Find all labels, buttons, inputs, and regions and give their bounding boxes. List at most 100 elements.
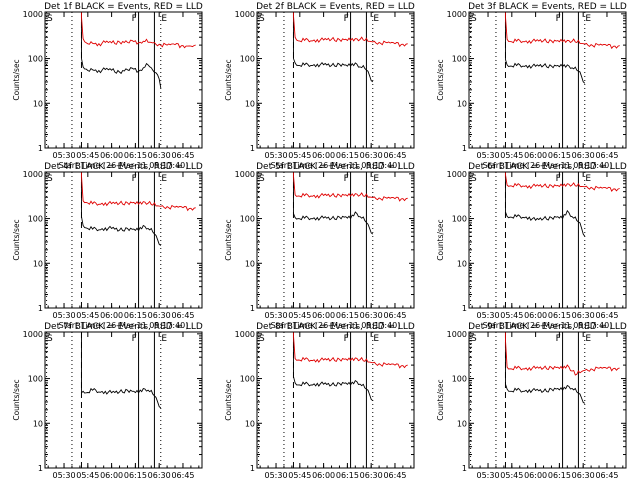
chart-title: Det 4f BLACK = Events, RED = LLD: [44, 162, 203, 172]
x-tick-label: 05:45: [500, 151, 523, 160]
plot-area: [45, 12, 196, 148]
x-tick-label: 05:30: [476, 471, 499, 480]
x-tick-label: 05:45: [500, 311, 523, 320]
start-marker-label: S: [471, 174, 477, 184]
axis-frame: [468, 331, 627, 469]
x-tick-label: 05:45: [76, 151, 99, 160]
end-marker-label: E: [585, 174, 591, 184]
x-tick-label: 05:30: [264, 151, 287, 160]
y-axis-label: Counts/sec: [224, 59, 233, 100]
lld-series-line: [505, 12, 620, 50]
y-tick-label: 1000: [447, 330, 467, 339]
x-tick-label: 06:00: [100, 471, 123, 480]
chart-title: Det 8f BLACK = Events, RED = LLD: [256, 322, 415, 332]
y-tick-label: 10: [457, 99, 467, 108]
y-tick-label: 100: [28, 215, 43, 224]
end-marker-label: E: [373, 334, 379, 344]
start-marker-label: S: [259, 174, 265, 184]
y-tick-label: 10: [245, 259, 255, 268]
y-tick-label: 1000: [23, 10, 43, 19]
y-tick-label: 1: [462, 144, 467, 153]
events-series-line: [293, 12, 374, 83]
axis-frame: [256, 331, 415, 469]
flare-marker-label: F: [132, 334, 137, 344]
x-tick-label: 05:45: [76, 471, 99, 480]
chart-panel-6: Det 6f BLACK = Events, RED = LLD 1 10 100 10…: [436, 162, 627, 330]
chart-panel-7: Det 7f BLACK = Events, RED = LLD 1 10 100 10…: [12, 322, 203, 480]
x-tick-label: 06:15: [124, 311, 147, 320]
x-tick-label: 06:00: [524, 311, 547, 320]
y-tick-label: 10: [33, 99, 43, 108]
start-marker-label: S: [47, 334, 53, 344]
x-tick-label: 06:30: [148, 151, 171, 160]
flare-marker-label: F: [344, 174, 349, 184]
lld-series-line: [293, 172, 408, 202]
events-series-line: [81, 332, 162, 409]
x-tick-label: 06:15: [548, 151, 571, 160]
x-tick-label: 06:30: [148, 471, 171, 480]
y-tick-label: 1000: [447, 170, 467, 179]
plot-area: [45, 332, 162, 468]
chart-title: Det 6f BLACK = Events, RED = LLD: [468, 162, 627, 172]
lld-series-line: [505, 332, 620, 376]
axis-frame: [44, 171, 203, 309]
y-tick-label: 1: [250, 464, 255, 473]
x-tick-label: 06:30: [148, 311, 171, 320]
y-tick-label: 10: [33, 259, 43, 268]
end-marker-label: E: [373, 174, 379, 184]
plot-area: [257, 332, 408, 468]
y-axis-label: Counts/sec: [224, 219, 233, 260]
start-marker-label: S: [47, 14, 53, 24]
y-tick-label: 10: [245, 419, 255, 428]
events-series-line: [81, 172, 162, 246]
y-axis-label: Counts/sec: [436, 379, 445, 420]
y-tick-label: 1000: [235, 170, 255, 179]
y-axis-label: Counts/sec: [436, 59, 445, 100]
y-tick-label: 1000: [23, 330, 43, 339]
y-axis-label: Counts/sec: [12, 379, 21, 420]
end-marker-label: E: [161, 174, 167, 184]
x-axis-label: Start Time (26-Mar-11 05:17:40): [59, 321, 189, 330]
x-axis-label: Start Time (26-Mar-11 05:17:40): [483, 161, 613, 170]
x-tick-label: 05:45: [500, 471, 523, 480]
lld-series-line: [505, 172, 620, 192]
plot-area: [45, 172, 196, 308]
y-tick-label: 100: [452, 215, 467, 224]
start-marker-label: S: [259, 14, 265, 24]
events-series-line: [293, 172, 374, 235]
chart-panel-2: Det 2f BLACK = Events, RED = LLD 1 10 100 10…: [224, 2, 415, 170]
events-series-line: [505, 12, 586, 84]
chart-title: Det 7f BLACK = Events, RED = LLD: [44, 322, 203, 332]
chart-panel-5: Det 5f BLACK = Events, RED = LLD 1 10 100 10…: [224, 162, 415, 330]
chart-title: Det 2f BLACK = Events, RED = LLD: [256, 2, 415, 12]
y-tick-label: 100: [240, 55, 255, 64]
axis-frame: [256, 171, 415, 309]
events-series-line: [81, 12, 162, 89]
flare-marker-label: F: [344, 334, 349, 344]
x-axis-label: Start Time (26-Mar-11 05:17:40): [271, 161, 401, 170]
y-tick-label: 100: [28, 55, 43, 64]
x-axis-label: Start Time (26-Mar-11 05:17:40): [483, 321, 613, 330]
end-marker-label: E: [585, 334, 591, 344]
y-tick-label: 10: [245, 99, 255, 108]
y-tick-label: 10: [33, 419, 43, 428]
x-tick-label: 06:45: [595, 151, 618, 160]
x-tick-label: 05:45: [288, 151, 311, 160]
plot-area: [469, 172, 620, 308]
x-tick-label: 06:45: [171, 151, 194, 160]
x-tick-label: 06:45: [171, 311, 194, 320]
y-tick-label: 100: [452, 55, 467, 64]
start-marker-label: S: [471, 334, 477, 344]
x-tick-label: 06:15: [548, 311, 571, 320]
x-tick-label: 06:00: [312, 151, 335, 160]
x-tick-label: 06:00: [312, 471, 335, 480]
y-tick-label: 1: [38, 464, 43, 473]
y-tick-label: 1000: [235, 330, 255, 339]
x-tick-label: 06:30: [360, 311, 383, 320]
x-tick-label: 05:45: [288, 471, 311, 480]
chart-panel-8: Det 8f BLACK = Events, RED = LLD 1 10 100 10…: [224, 322, 415, 480]
flare-marker-label: F: [344, 14, 349, 24]
y-tick-label: 100: [452, 375, 467, 384]
flare-marker-label: F: [556, 174, 561, 184]
